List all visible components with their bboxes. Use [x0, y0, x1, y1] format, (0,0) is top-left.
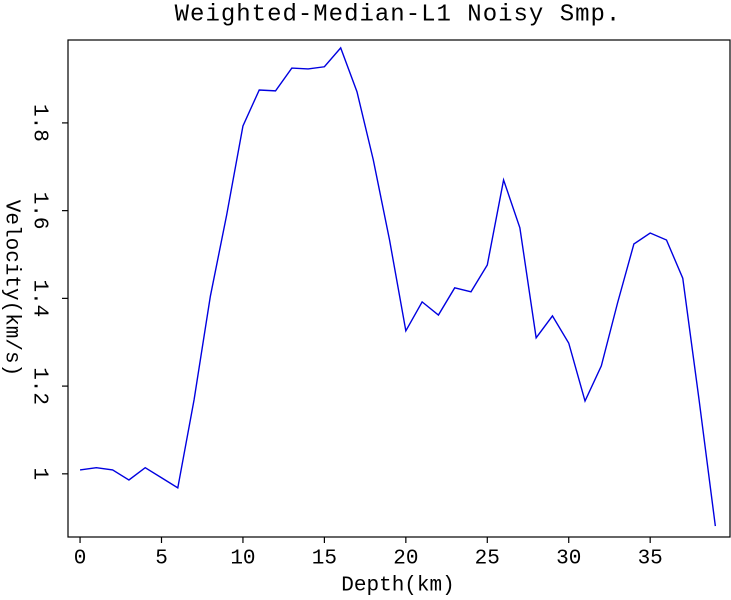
x-tick-label: 10 — [230, 548, 255, 571]
chart-title: Weighted-Median-L1 Noisy Smp. — [175, 1, 622, 28]
plot-frame — [67, 39, 731, 538]
data-line — [79, 46, 717, 527]
x-tick-label: 5 — [155, 548, 168, 571]
y-tick-label: 1.2 — [27, 367, 50, 405]
x-tick-label: 0 — [74, 548, 87, 571]
y-tick-label: 1.6 — [27, 192, 50, 230]
y-tick-label: 1.8 — [27, 104, 50, 142]
x-tick-label: 20 — [393, 548, 418, 571]
x-axis-label: Depth(km) — [341, 575, 454, 598]
x-tick-label: 25 — [475, 548, 500, 571]
y-tick-label: 1 — [27, 468, 50, 481]
y-axis-label: Velocity(km/s) — [0, 200, 22, 376]
x-tick-label: 30 — [556, 548, 581, 571]
x-tick-label: 35 — [638, 548, 663, 571]
y-tick-label: 1.4 — [27, 279, 50, 317]
x-tick-label: 15 — [312, 548, 337, 571]
